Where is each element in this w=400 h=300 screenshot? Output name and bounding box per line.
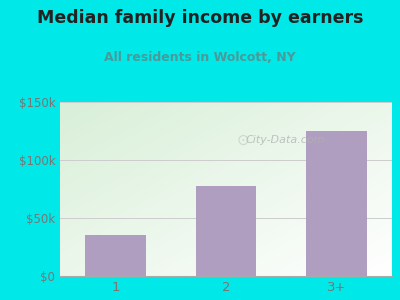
Bar — [196, 185, 256, 276]
Bar — [85, 236, 146, 276]
Text: All residents in Wolcott, NY: All residents in Wolcott, NY — [104, 51, 296, 64]
Bar — [306, 131, 367, 276]
Text: Median family income by earners: Median family income by earners — [37, 9, 363, 27]
Text: City-Data.com: City-Data.com — [246, 135, 326, 145]
Text: ⊙: ⊙ — [236, 133, 249, 148]
